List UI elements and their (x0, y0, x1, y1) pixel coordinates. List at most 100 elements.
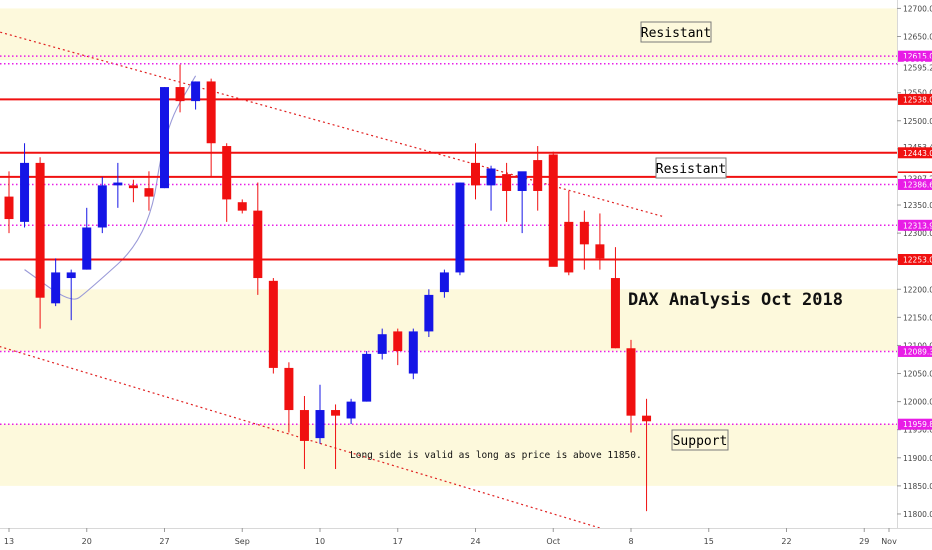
price-label: 12386.6 (903, 180, 932, 189)
price-label-bg-12538.0 (898, 93, 932, 105)
x-tick-label: 8 (628, 537, 633, 546)
candle-body-2018-08-15 (35, 162, 45, 298)
candle-body-2018-09-27 (517, 171, 527, 191)
price-label: 11959.8 (903, 420, 932, 429)
price-label: 12313.9 (903, 221, 932, 230)
zones (0, 8, 897, 486)
candle-body-2018-09-03 (237, 202, 247, 211)
curve-line (24, 75, 197, 300)
candle-body-2018-10-05 (610, 278, 620, 349)
candle-body-2018-08-20 (82, 227, 92, 270)
candle-body-2018-09-28 (533, 160, 543, 191)
x-tick-label: 15 (704, 537, 714, 546)
candle-body-2018-09-14 (377, 334, 387, 354)
x-tick-label: 13 (4, 537, 14, 546)
candle-body-2018-09-21 (455, 182, 465, 273)
x-tick-label: 20 (82, 537, 92, 546)
candle-body-2018-10-09 (642, 415, 652, 422)
chart-title: DAX Analysis Oct 2018 (628, 290, 843, 310)
candle-body-2018-09-10 (315, 410, 325, 439)
price-label-bg-12397.2 (898, 173, 932, 185)
y-tick-label: 12650.0 (903, 33, 932, 42)
candle-body-2018-08-22 (113, 182, 123, 186)
candle-body-2018-09-04 (253, 210, 263, 279)
x-tick-label: Oct (546, 537, 560, 546)
candle-body-2018-09-11 (331, 410, 341, 416)
candle-body-2018-10-02 (564, 221, 574, 273)
price-label-bg-12443.0 (898, 147, 932, 159)
candle-body-2018-08-27 (160, 87, 169, 189)
candles (4, 64, 652, 512)
candle-body-2018-10-04 (595, 244, 605, 259)
candle-body-2018-09-18 (408, 331, 418, 374)
price-level-labels: 12615.012601.412595.212538.012453.412443… (898, 50, 932, 430)
candle-body-2018-08-29 (191, 81, 201, 102)
price-label-bg-12453.4 (898, 141, 932, 153)
annotations: Resistant Resistant Support DAX Analysis… (350, 21, 843, 461)
candle-body-2018-08-14 (20, 162, 30, 222)
support-label: Support (673, 434, 728, 449)
x-tick-label: 17 (393, 537, 403, 546)
candle-body-2018-09-20 (439, 272, 449, 293)
candle-body-2018-08-21 (97, 185, 107, 228)
y-tick-label: 11950.0 (903, 426, 932, 435)
x-tick-label: 22 (781, 537, 791, 546)
price-label: 12253.0 (903, 256, 932, 265)
candle-body-2018-08-30 (206, 81, 216, 144)
y-tick-label: 11900.0 (903, 454, 932, 463)
x-tick-label: Nov (881, 537, 897, 546)
candle-body-2018-10-01 (548, 154, 558, 267)
price-label: 12595.2 (903, 63, 932, 72)
candle-body-2018-09-05 (268, 280, 278, 368)
y-tick-label: 12150.0 (903, 313, 932, 322)
price-label: 12443.0 (903, 149, 932, 158)
price-label: 12538.0 (903, 95, 932, 104)
resistant-mid-box (655, 157, 727, 179)
price-label-bg-12386.6 (898, 178, 932, 190)
zone-2 (0, 424, 897, 486)
chart-note: Long side is valid as long as price is a… (350, 450, 642, 461)
resistant-top-label: Resistant (641, 26, 711, 41)
candle-body-2018-08-31 (222, 146, 232, 200)
y-tick-label: 12100.0 (903, 341, 932, 350)
candle-body-2018-09-24 (471, 162, 480, 186)
y-tick-label: 12550.0 (903, 89, 932, 98)
y-tick-label: 12050.0 (903, 370, 932, 379)
candle-body-2018-10-08 (626, 348, 636, 416)
y-tick-label: 11850.0 (903, 482, 932, 491)
y-tick-label: 12350.0 (903, 201, 932, 210)
zone-1 (0, 289, 897, 352)
price-label-bg-12253.0 (898, 254, 932, 266)
x-tick-label: 27 (159, 537, 169, 546)
x-tick-label: 10 (315, 537, 325, 546)
candle-body-2018-08-28 (175, 87, 185, 102)
candle-body-2018-08-13 (4, 196, 14, 220)
candle-body-2018-09-17 (393, 331, 403, 352)
y-tick-label: 12300.0 (903, 229, 932, 238)
candle-body-2018-09-12 (346, 401, 356, 419)
price-levels (0, 55, 897, 425)
y-tick-label: 12500.0 (903, 117, 932, 126)
candle-body-2018-10-03 (579, 221, 589, 245)
candle-body-2018-09-26 (502, 174, 512, 191)
x-tick-label: 29 (859, 537, 869, 546)
x-tick-label: Sep (235, 537, 250, 546)
price-label-bg-12089.3 (898, 345, 932, 357)
resistant-top-box (640, 21, 712, 43)
candle-body-2018-09-06 (284, 367, 294, 411)
candle-body-2018-09-07 (299, 410, 309, 441)
y-tick-label: 11800.0 (903, 510, 932, 519)
candle-body-2018-08-24 (144, 188, 154, 197)
price-label-bg-12615.0 (898, 50, 932, 62)
candle-body-2018-08-17 (66, 272, 76, 279)
price-label-bg-12313.9 (898, 219, 932, 231)
price-label: 12615.0 (903, 52, 932, 61)
candle-body-2018-09-13 (362, 353, 372, 402)
candle-body-2018-08-16 (51, 272, 61, 304)
candle-body-2018-09-19 (424, 294, 434, 332)
price-label-bg-12595.2 (898, 61, 932, 73)
price-label: 12089.3 (903, 347, 932, 356)
